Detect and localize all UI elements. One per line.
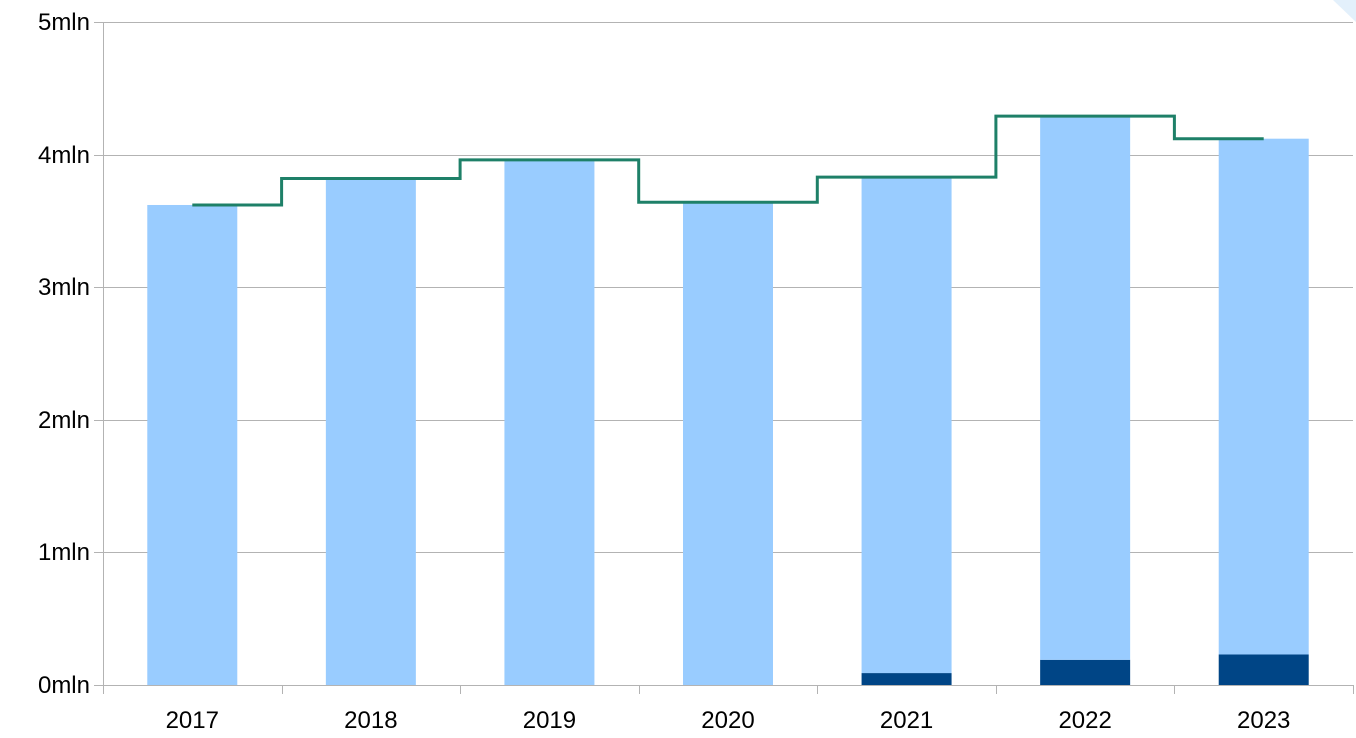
- bar-segment-dark: [1040, 659, 1131, 685]
- x-tick-label: 2018: [344, 707, 397, 734]
- bar-segment-light: [325, 178, 416, 685]
- y-tick-label: 2mln: [38, 407, 90, 434]
- line-layer: [192, 114, 1264, 207]
- y-tick-label: 1mln: [38, 539, 90, 566]
- bar-segment-light: [1218, 138, 1309, 655]
- label-layer: 0mln 1mln 2mln 3mln 4mln 5mln 2017 2018 2019 2020…: [38, 9, 1290, 734]
- bar-segment-light: [861, 177, 952, 674]
- corner-decoration: [1333, 0, 1356, 22]
- axis-layer: [94, 0, 1356, 694]
- bar-segment-dark: [861, 673, 952, 685]
- y-tick-label: 5mln: [38, 9, 90, 36]
- bar-segment-light: [147, 204, 238, 685]
- x-tick-label: 2017: [166, 707, 219, 734]
- step-line-series: [192, 114, 1264, 207]
- y-tick-label: 4mln: [38, 142, 90, 169]
- bar-segment-dark: [1218, 654, 1309, 685]
- y-tick-label: 0mln: [38, 672, 90, 699]
- bar-segment-light: [683, 202, 773, 685]
- x-tick-label: 2020: [701, 707, 754, 734]
- bar-segment-light: [504, 159, 595, 686]
- bar-segment-light: [1040, 116, 1131, 660]
- x-tick-label: 2019: [523, 707, 576, 734]
- x-tick-label: 2021: [880, 707, 933, 734]
- x-tick-label: 2023: [1237, 707, 1290, 734]
- x-tick-label: 2022: [1058, 707, 1111, 734]
- bar-layer: [147, 116, 1309, 686]
- y-tick-label: 3mln: [38, 274, 90, 301]
